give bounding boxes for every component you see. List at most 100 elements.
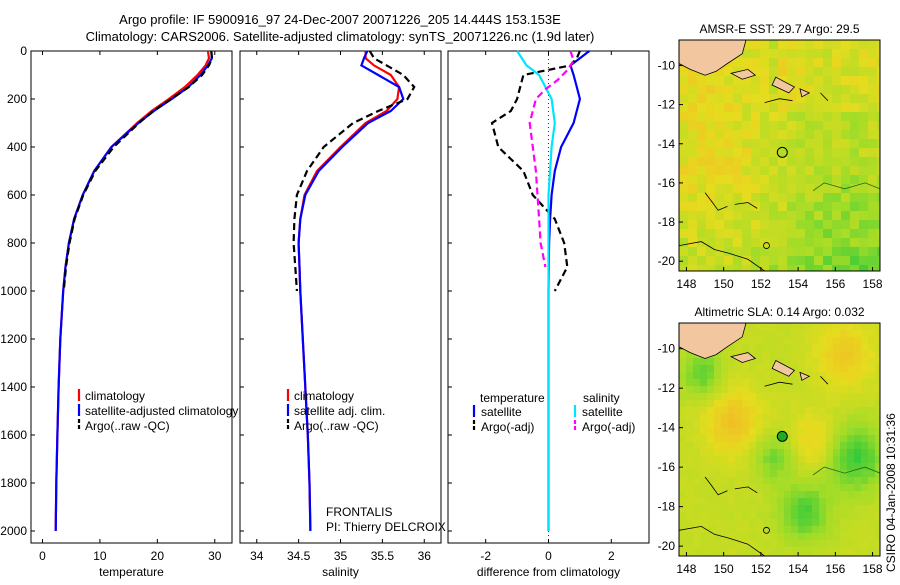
sla_map-cell: [805, 470, 813, 478]
sla_map-cell: [707, 386, 715, 394]
sst_map-cell: [814, 202, 824, 212]
sst_map-cell: [706, 220, 716, 230]
sla_map-cell: [721, 449, 729, 457]
sla_map-cell: [714, 505, 722, 513]
sst_map-cell: [751, 148, 761, 158]
sla_map-cell: [833, 442, 841, 450]
sst_map-cell: [850, 121, 860, 131]
sst_map-cell: [796, 94, 806, 104]
sla_map-cell: [700, 463, 708, 471]
sst_map-cell: [778, 157, 788, 167]
sst_map-cell: [832, 49, 842, 59]
sla_map-cell: [700, 386, 708, 394]
sla_map-cell: [735, 435, 743, 443]
sst_map-cell: [751, 121, 761, 131]
sla_map-cell: [784, 393, 792, 401]
sst_map-cell: [796, 211, 806, 221]
sla_map-cell: [805, 407, 813, 415]
sst_map-cell: [742, 193, 752, 203]
sst_map-cell: [688, 211, 698, 221]
sla_map-cell: [777, 491, 785, 499]
sla_map-cell: [791, 491, 799, 499]
sla_map-cell: [784, 428, 792, 436]
sla_map-cell: [833, 330, 841, 338]
sst_map-cell: [706, 256, 716, 266]
sst_map-ytick-label: -20: [658, 254, 676, 268]
sla_map-cell: [798, 554, 806, 556]
sst_map-cell: [706, 157, 716, 167]
sst_map-cell: [706, 76, 716, 86]
sst_map-cell: [868, 76, 878, 86]
sst_map-cell: [769, 265, 779, 271]
sla_map-cell: [749, 442, 757, 450]
sla_map-cell: [721, 498, 729, 506]
sla_map-cell: [812, 344, 820, 352]
sla_map-cell: [819, 526, 827, 534]
sst_map-cell: [769, 121, 779, 131]
sla_map-cell: [812, 554, 820, 556]
sla_map-cell: [868, 435, 876, 443]
sst_map-cell: [814, 157, 824, 167]
sla_map-cell: [812, 456, 820, 464]
sla_map-cell: [819, 372, 827, 380]
sla_map-cell: [861, 344, 869, 352]
sla_map-cell: [819, 358, 827, 366]
sla_map-cell: [861, 519, 869, 527]
sla_map-cell: [777, 414, 785, 422]
sla_map-cell: [847, 435, 855, 443]
sst_map-cell: [688, 175, 698, 185]
sla_map-cell: [770, 463, 778, 471]
sla_map-cell: [735, 519, 743, 527]
sla_map-cell: [875, 372, 880, 380]
sst_map-cell: [733, 202, 743, 212]
sla_map-cell: [735, 505, 743, 513]
sla_map-cell: [784, 421, 792, 429]
sla_map-cell: [833, 414, 841, 422]
sst_map-cell: [697, 112, 707, 122]
sla_map-cell: [826, 491, 834, 499]
sla_map-cell: [749, 491, 757, 499]
sla_map-cell: [868, 442, 876, 450]
sla_map-cell: [756, 533, 764, 541]
sst_map-cell: [733, 166, 743, 176]
sla_map-cell: [784, 379, 792, 387]
sla_map-cell: [742, 337, 750, 345]
sst_map-cell: [805, 256, 815, 266]
sst_map-cell: [706, 148, 716, 158]
sla_map-cell: [840, 407, 848, 415]
sla_map-cell: [854, 337, 862, 345]
sla_map-cell: [812, 400, 820, 408]
sst_map-cell: [742, 265, 752, 271]
sla_map-cell: [742, 435, 750, 443]
sla_map-cell: [798, 498, 806, 506]
sla_map-cell: [714, 540, 722, 548]
sla_map-cell: [742, 400, 750, 408]
sla_map-cell: [791, 463, 799, 471]
sst_map-cell: [823, 103, 833, 113]
sla_map-cell: [763, 337, 771, 345]
sla_map-cell: [728, 498, 736, 506]
sla_map-cell: [840, 393, 848, 401]
sla_map-cell: [756, 414, 764, 422]
sla_map-cell: [714, 351, 722, 359]
sst_map-cell: [769, 184, 779, 194]
sla_map-cell: [847, 484, 855, 492]
sst_map-land: [729, 68, 757, 80]
sst_map-cell: [832, 85, 842, 95]
sst_map-cell: [679, 121, 689, 131]
sla_map-cell: [679, 386, 687, 394]
sla_map-cell: [819, 484, 827, 492]
sla_map-cell: [742, 449, 750, 457]
sst_map-cell: [859, 184, 869, 194]
difference-xtick-label: 2: [608, 549, 615, 563]
sla_map-cell: [763, 407, 771, 415]
sla_map-cell: [679, 533, 687, 541]
sst_map-ytick-label: -18: [658, 215, 676, 229]
sla_map-cell: [763, 386, 771, 394]
sla_map-cell: [679, 428, 687, 436]
sst_map-cell: [787, 148, 797, 158]
sla_map-cell: [819, 505, 827, 513]
sst_map-cell: [688, 67, 698, 77]
sst_map-cell: [841, 121, 851, 131]
